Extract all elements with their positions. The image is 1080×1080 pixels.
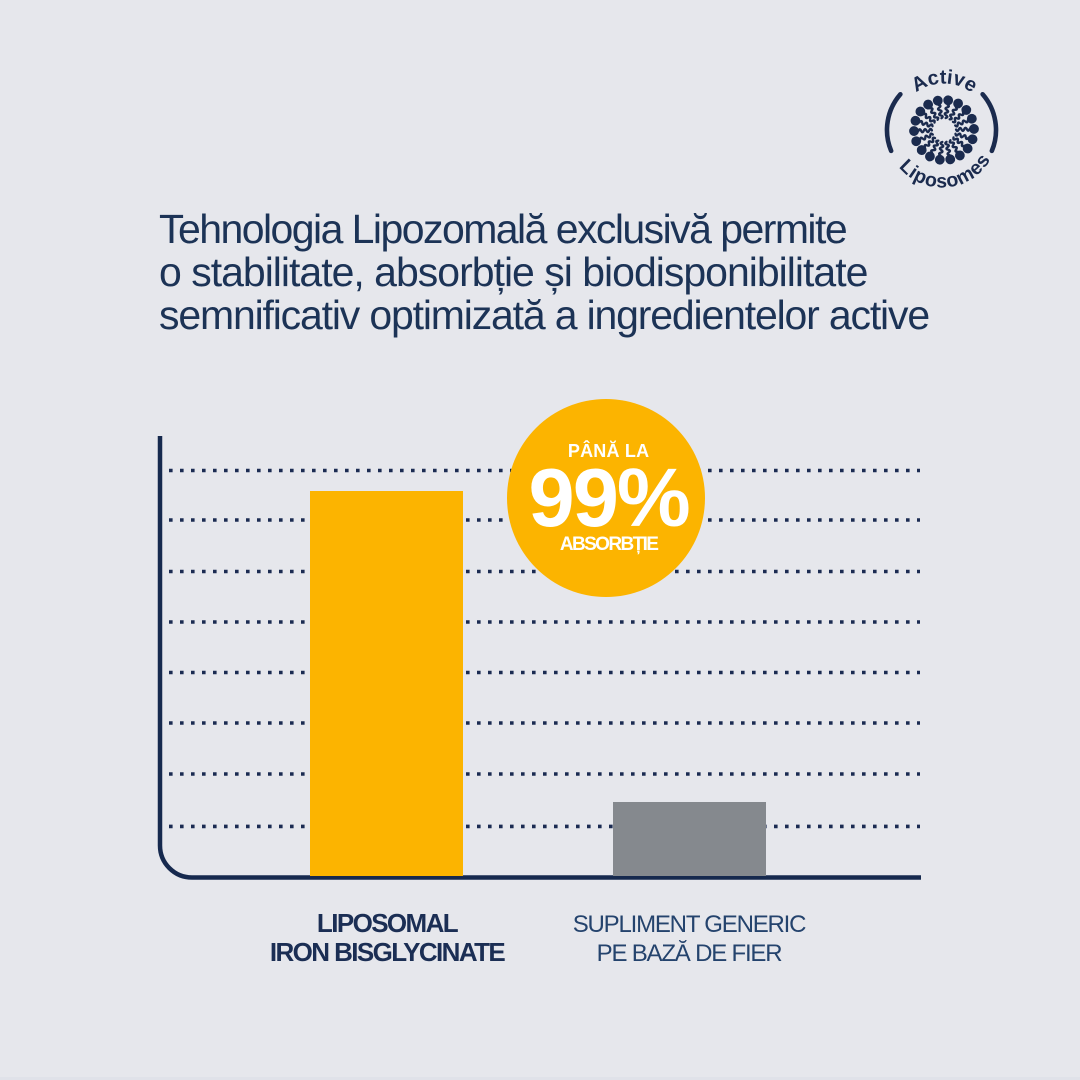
svg-text:Liposomes: Liposomes — [894, 148, 998, 197]
svg-text:Active: Active — [908, 66, 981, 97]
